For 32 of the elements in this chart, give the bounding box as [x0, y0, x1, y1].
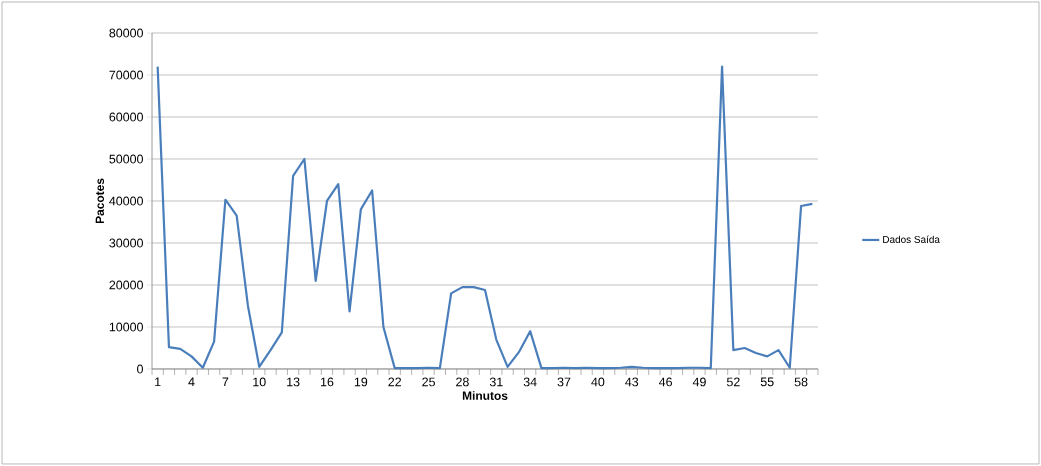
x-tick-label: 55: [760, 377, 774, 387]
x-tick-label: 10: [253, 377, 266, 387]
y-tick-label: 50000: [109, 154, 143, 164]
y-tick-label: 10000: [109, 322, 143, 332]
x-tick-label: 43: [625, 377, 639, 387]
x-tick-label: 49: [692, 377, 706, 387]
y-tick-label: 80000: [109, 28, 143, 38]
x-tick-label: 52: [726, 377, 740, 387]
y-tick-label: 20000: [109, 280, 143, 290]
x-tick-label: 7: [222, 377, 229, 387]
legend-label: Dados Saída: [883, 235, 940, 243]
x-tick-label: 40: [591, 377, 605, 387]
x-tick-label: 58: [794, 377, 808, 387]
x-tick-label: 19: [354, 377, 368, 387]
y-tick-label: 0: [137, 364, 143, 374]
x-tick-label: 4: [188, 377, 195, 387]
x-tick-label: 13: [287, 377, 300, 387]
y-tick-label: 70000: [109, 70, 143, 80]
x-axis-title: Minutos: [462, 391, 508, 400]
x-tick-label: 31: [489, 377, 503, 387]
y-tick-label: 60000: [109, 112, 143, 122]
x-tick-label: 46: [658, 377, 672, 387]
y-tick-label: 30000: [109, 238, 143, 248]
y-tick-label: 40000: [109, 196, 143, 206]
x-tick-label: 25: [422, 377, 435, 387]
x-tick-label: 16: [321, 377, 334, 387]
x-tick-label: 1: [155, 377, 161, 387]
x-tick-label: 37: [557, 377, 571, 387]
x-tick-label: 22: [388, 377, 401, 387]
x-tick-label: 28: [456, 377, 469, 387]
x-tick-label: 34: [523, 377, 537, 387]
y-axis-title: Pacotes: [95, 178, 105, 224]
